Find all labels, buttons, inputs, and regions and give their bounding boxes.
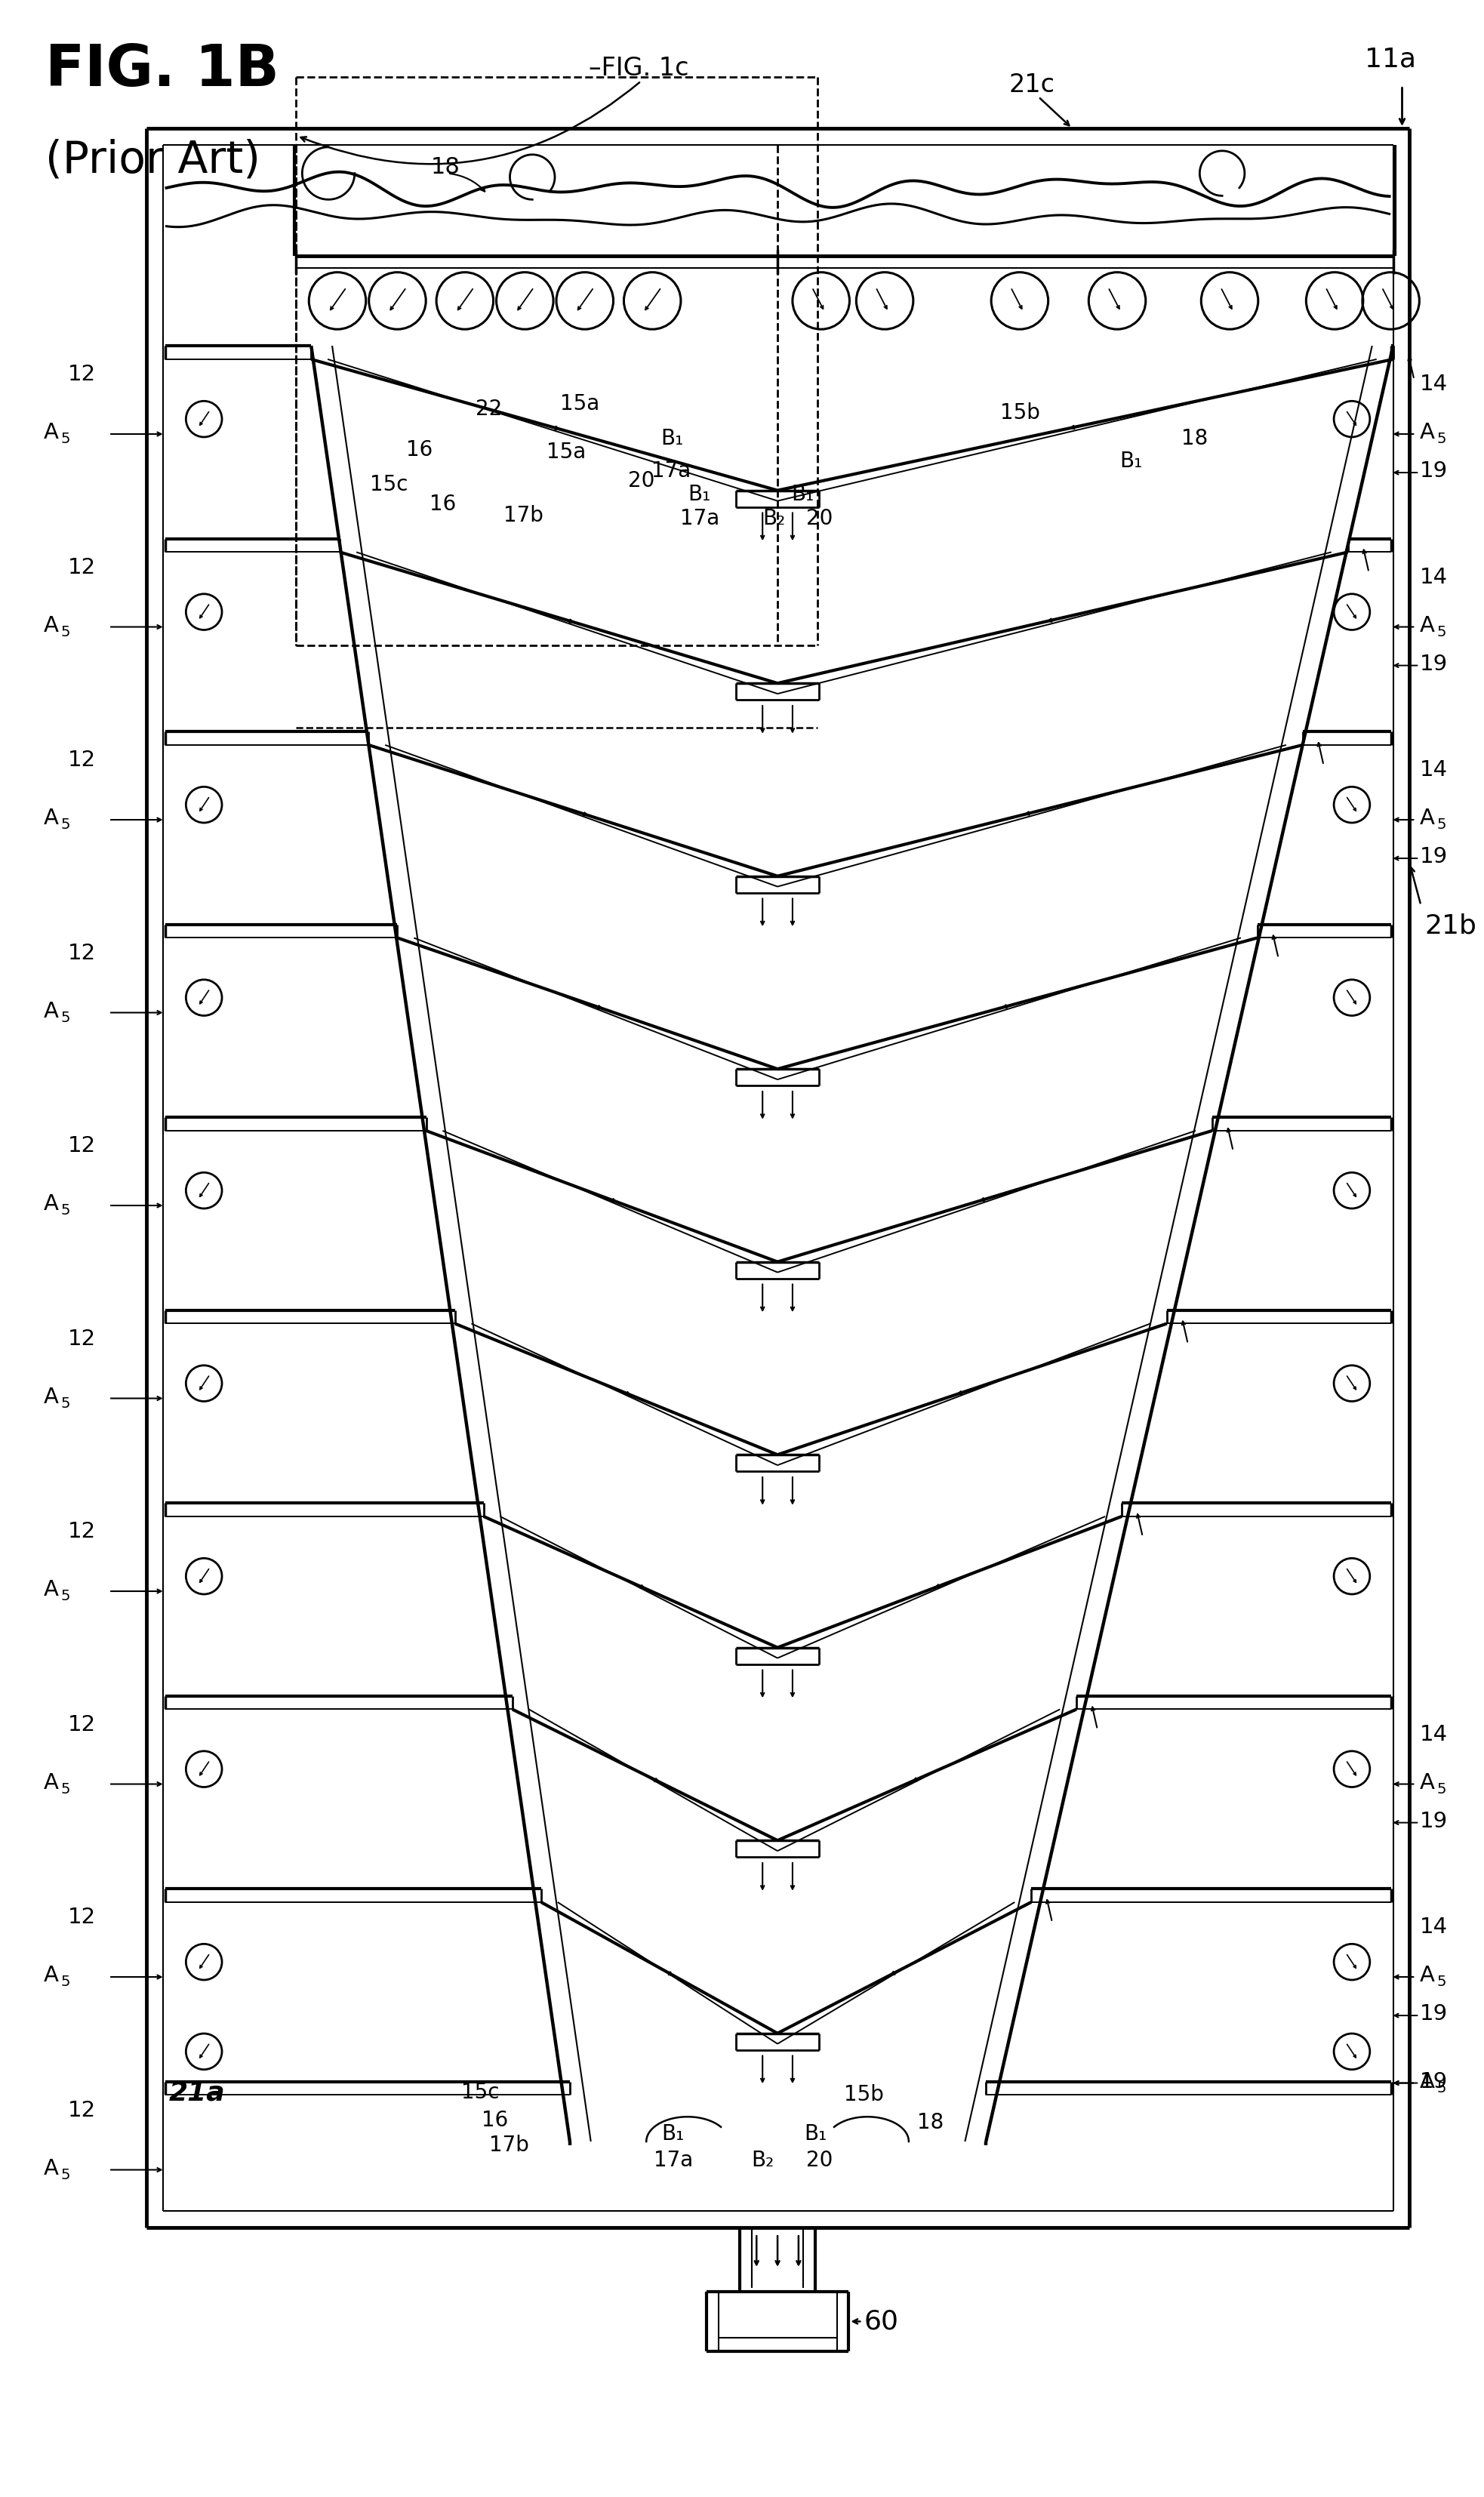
Text: 21c: 21c [1009,72,1055,97]
Text: –FIG. 1c: –FIG. 1c [589,55,689,80]
Text: 22: 22 [475,400,502,419]
Text: 19: 19 [1419,1810,1447,1833]
Text: 14: 14 [1419,375,1447,395]
Text: B₂: B₂ [763,509,785,529]
Text: 5: 5 [1437,624,1445,639]
Text: 15a: 15a [546,442,586,462]
Text: 15c: 15c [370,474,408,494]
Text: 20: 20 [628,469,654,492]
Text: 12: 12 [67,1328,95,1348]
Text: A: A [43,1578,58,1601]
Text: 5: 5 [61,1396,70,1411]
Text: 17a: 17a [651,459,692,482]
Text: A: A [43,1773,58,1793]
Text: B₁: B₁ [791,484,813,504]
Text: 14: 14 [1419,1918,1447,1938]
Text: 17a: 17a [680,509,720,529]
Text: A: A [1419,422,1435,442]
Text: 15c: 15c [462,2082,499,2102]
Text: A: A [1419,807,1435,829]
Text: 19: 19 [1419,459,1447,482]
Text: B₁: B₁ [660,427,684,449]
Text: 20: 20 [806,509,833,529]
Text: B₂: B₂ [751,2150,775,2170]
Text: A: A [43,422,58,442]
Text: 20: 20 [806,2150,833,2170]
Text: 5: 5 [61,819,70,832]
Text: 16: 16 [407,439,433,459]
Text: 19: 19 [1419,2003,1447,2025]
Text: A: A [43,1965,58,1985]
Text: 18: 18 [917,2112,944,2132]
Text: A: A [43,807,58,829]
Text: 11a: 11a [1365,47,1416,72]
Text: 15a: 15a [559,392,600,415]
Text: 12: 12 [67,2100,95,2120]
Text: 17b: 17b [503,504,543,527]
Text: 12: 12 [67,1908,95,1928]
Text: 5: 5 [61,2167,70,2182]
Text: B₁: B₁ [687,484,711,504]
Text: 17a: 17a [654,2150,693,2170]
Text: 12: 12 [67,1521,95,1543]
Text: A: A [43,1001,58,1021]
Text: 21b: 21b [1425,914,1477,939]
Text: 5: 5 [61,1204,70,1219]
Text: 5: 5 [61,1975,70,1990]
Text: 12: 12 [67,1136,95,1156]
Text: A: A [43,2157,58,2180]
Text: FIG. 1B: FIG. 1B [45,42,279,97]
Text: 18: 18 [1181,427,1208,449]
Text: 14: 14 [1419,759,1447,782]
Text: 16: 16 [429,494,456,514]
Text: 17b: 17b [488,2135,528,2155]
Text: 5: 5 [1437,1975,1445,1990]
Text: B₁: B₁ [1120,452,1143,472]
Text: 15b: 15b [1000,402,1040,424]
Text: 16: 16 [481,2110,508,2130]
Text: 14: 14 [1419,1723,1447,1745]
Text: 5: 5 [61,1588,70,1603]
Text: 5: 5 [1437,819,1445,832]
Text: 5: 5 [61,1783,70,1795]
Text: 60: 60 [864,2310,898,2335]
Text: 5: 5 [1437,432,1445,447]
Text: 5: 5 [1437,2080,1445,2095]
Text: 12: 12 [67,365,95,385]
Text: A: A [43,1194,58,1214]
Text: 5: 5 [61,432,70,447]
Text: A: A [1419,614,1435,637]
Text: 21a: 21a [169,2080,226,2105]
Text: 12: 12 [67,749,95,772]
Text: 18: 18 [432,157,460,177]
Text: A: A [43,1386,58,1408]
Text: A: A [1419,1965,1435,1985]
Text: 12: 12 [67,1713,95,1735]
Text: 19: 19 [1419,2070,1447,2092]
Text: 15b: 15b [844,2085,884,2105]
Text: B₁: B₁ [662,2122,684,2145]
Text: 19: 19 [1419,846,1447,866]
Text: A: A [43,614,58,637]
Text: 12: 12 [67,944,95,964]
Text: 5: 5 [61,1011,70,1026]
Text: 12: 12 [67,557,95,579]
Text: A: A [1419,1773,1435,1793]
Text: A: A [1419,2070,1435,2092]
Text: 19: 19 [1419,654,1447,674]
Text: (Prior Art): (Prior Art) [45,137,260,182]
Text: 5: 5 [1437,1783,1445,1795]
Text: 5: 5 [61,624,70,639]
Text: 14: 14 [1419,567,1447,587]
Text: B₁: B₁ [804,2122,827,2145]
